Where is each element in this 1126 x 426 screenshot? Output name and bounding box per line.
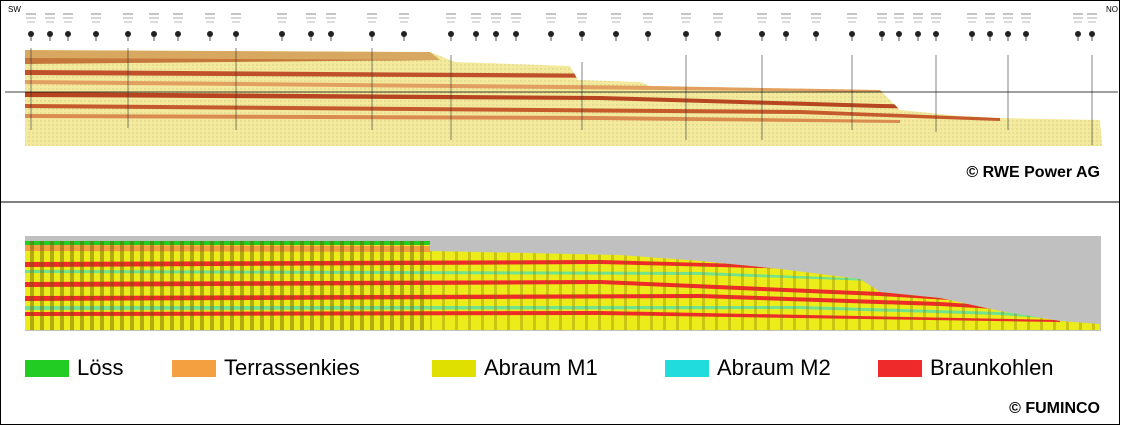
legend-label: Löss	[77, 355, 123, 380]
cross-section	[25, 45, 1105, 150]
direction-label: NO	[1106, 5, 1118, 14]
legend-swatch	[432, 360, 476, 377]
legend-swatch	[25, 360, 69, 377]
legend-label: Abraum M1	[484, 355, 598, 380]
credit: © RWE Power AG	[966, 164, 1100, 181]
figure: SW NO	[0, 0, 1126, 426]
legend-swatch	[878, 360, 922, 377]
legend: Löss Terrassenkies Abraum M1 Abraum M2 Braun…	[25, 355, 1054, 380]
legend-swatch	[665, 360, 709, 377]
legend-swatch	[172, 360, 216, 377]
credit: © FUMINCO	[1009, 400, 1100, 417]
legend-label: Terrassenkies	[224, 355, 360, 380]
direction-label: SW	[8, 5, 21, 14]
boreholes	[26, 14, 1097, 41]
legend-label: Braunkohlen	[930, 355, 1054, 380]
legend-label: Abraum M2	[717, 355, 831, 380]
